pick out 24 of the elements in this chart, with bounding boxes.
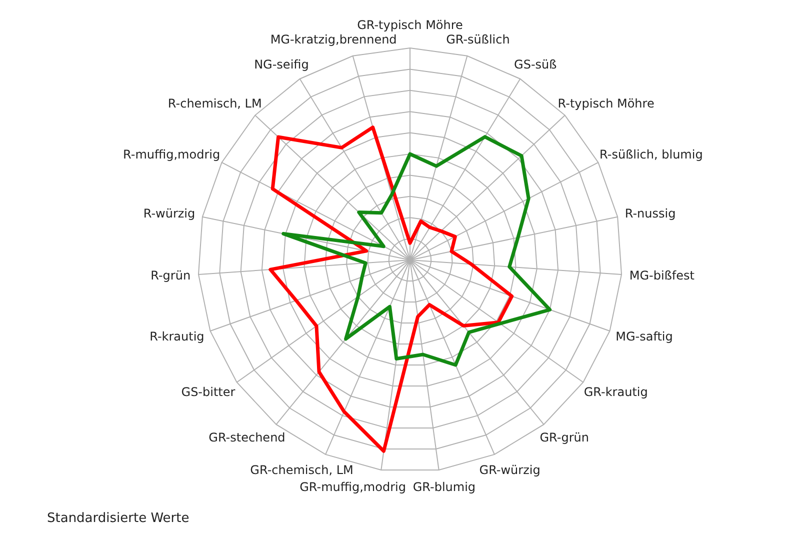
text: Standardisierte Werte — [47, 511, 190, 526]
spoke-label: MG-bißfest — [629, 268, 695, 283]
spoke-label: R-chemisch, LM — [168, 96, 262, 111]
spoke-label: MG-saftig — [616, 330, 673, 344]
spoke-label: GS-süß — [514, 57, 558, 72]
spoke-label: GR-muffig,modrig — [300, 480, 406, 494]
spoke-label: R-süßlich, blumig — [600, 148, 703, 162]
spoke-label: GR-grün — [540, 430, 589, 445]
spoke-label: GR-chemisch, LM — [250, 463, 354, 478]
spoke-label: R-krautig — [150, 330, 204, 344]
spoke-label: GR-blumig — [412, 480, 476, 494]
spoke-label: NG-seifig — [254, 57, 309, 72]
spoke-label: GR-würzig — [479, 463, 540, 478]
spoke-label: R-grün — [150, 268, 191, 283]
spoke-label: GR-süßlich — [446, 32, 510, 46]
spoke-label: GR-krautig — [584, 385, 648, 400]
spoke-label: MG-kratzig,brennend — [270, 32, 397, 46]
spoke-label: GR-typisch Möhre — [357, 18, 463, 32]
spoke-label: R-nussig — [624, 206, 676, 220]
spoke-label: R-muffig,modrig — [123, 148, 220, 162]
spoke-label: R-würzig — [143, 206, 196, 220]
spoke-label: GR-stechend — [208, 430, 286, 445]
spoke-label: R-typisch Möhre — [558, 96, 654, 111]
spoke-label: GS-bitter — [181, 385, 236, 400]
